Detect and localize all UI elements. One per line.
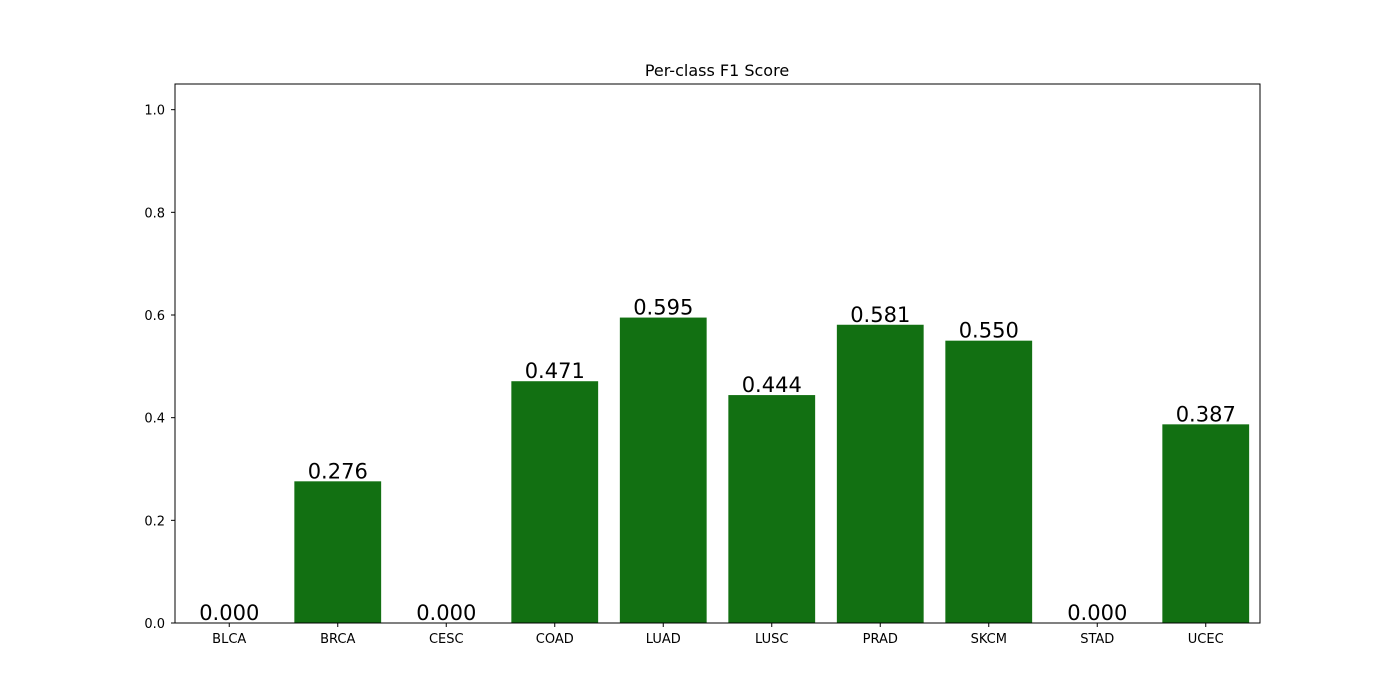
bar-value-label: 0.000 [1067,601,1127,625]
x-tick-label: SKCM [971,632,1007,647]
y-axis: 0.0 0.2 0.4 0.6 0.8 1.0 [144,104,175,632]
x-tick-label: COAD [536,632,574,647]
y-tick-label: 1.0 [144,104,165,119]
x-tick-label: BRCA [320,632,355,647]
bar-value-label: 0.444 [742,373,802,397]
y-tick-label: 0.0 [144,617,165,632]
bar-value-label: 0.471 [525,359,585,383]
bar-value-label: 0.581 [850,303,910,327]
bar-lusc [728,395,816,623]
bar-ucec [1162,424,1250,623]
x-axis: BLCA BRCA CESC COAD LUAD LUSC PRAD SKCM STAD UCEC [212,623,1224,647]
bars-group [294,317,1250,623]
y-tick-label: 0.2 [144,514,165,529]
bar-value-label: 0.387 [1176,402,1236,426]
bar-luad [619,317,707,623]
x-tick-label: UCEC [1188,632,1224,647]
x-tick-label: LUSC [755,632,788,647]
chart-title: Per-class F1 Score [645,61,789,80]
x-tick-label: STAD [1080,632,1114,647]
y-tick-label: 0.4 [144,412,165,427]
bar-labels-group: 0.000 0.276 0.000 0.471 0.595 0.444 0.581 0.550… [199,296,1236,625]
x-tick-label: CESC [429,632,464,647]
bar-value-label: 0.276 [308,459,368,483]
bar-skcm [945,340,1033,623]
bar-coad [511,381,599,623]
bar-value-label: 0.000 [416,601,476,625]
bar-value-label: 0.000 [199,601,259,625]
bar-prad [836,324,924,623]
x-tick-label: PRAD [863,632,898,647]
x-tick-label: LUAD [646,632,681,647]
x-tick-label: BLCA [212,632,246,647]
bar-brca [294,481,382,623]
plot-frame [174,83,1261,624]
bar-value-label: 0.550 [959,319,1019,343]
y-tick-label: 0.8 [144,206,165,221]
bar-value-label: 0.595 [633,296,693,320]
y-tick-label: 0.6 [144,309,165,324]
